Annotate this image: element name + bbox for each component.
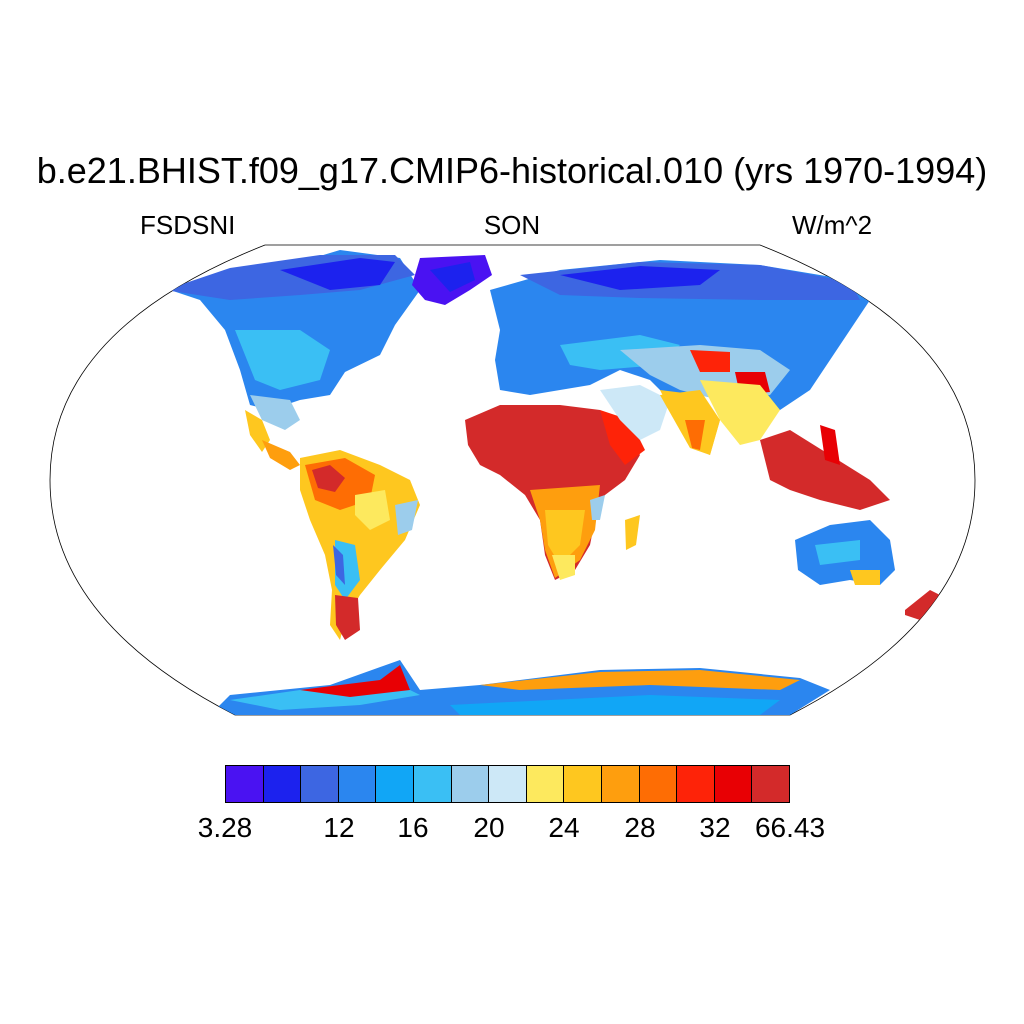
colorbar-swatch: [338, 766, 377, 802]
maritime-continent: [760, 425, 890, 510]
colorbar: [225, 765, 790, 803]
colorbar-labels: 3.28 12 16 20 24 28 32 66.43: [0, 812, 1024, 852]
colorbar-label: 3.28: [197, 812, 253, 843]
colorbar-swatch: [564, 766, 602, 802]
greenland: [412, 255, 492, 305]
colorbar-swatch: [601, 766, 640, 802]
units-label: W/m^2: [792, 210, 873, 240]
colorbar-label: 32: [699, 812, 731, 843]
colorbar-swatch: [413, 766, 452, 802]
season-label: SON: [483, 210, 541, 240]
south-asia: [600, 385, 720, 455]
colorbar-swatch: [263, 766, 302, 802]
new-zealand: [905, 590, 940, 620]
colorbar-label: 24: [548, 812, 580, 843]
colorbar-swatch: [526, 766, 565, 802]
africa: [465, 405, 645, 580]
eurasia: [490, 260, 870, 455]
colorbar-swatch: [226, 766, 264, 802]
south-america: [300, 450, 420, 640]
colorbar-swatch: [714, 766, 753, 802]
colorbar-swatch: [301, 766, 339, 802]
variable-label: FSDSNI: [140, 210, 236, 240]
colorbar-label: 12: [323, 812, 355, 843]
colorbar-swatch: [752, 766, 789, 802]
colorbar-swatch: [677, 766, 715, 802]
colorbar-swatch: [639, 766, 678, 802]
colorbar-swatch: [376, 766, 414, 802]
plot-title: b.e21.BHIST.f09_g17.CMIP6-historical.010…: [36, 150, 988, 191]
colorbar-label: 16: [397, 812, 429, 843]
colorbar-label: 20: [473, 812, 505, 843]
colorbar-label: 28: [624, 812, 656, 843]
colorbar-swatch: [451, 766, 490, 802]
colorbar-label: 66.43: [754, 812, 826, 843]
antarctica: [210, 660, 830, 715]
colorbar-swatch: [489, 766, 527, 802]
north-america: [165, 250, 420, 470]
australia: [795, 520, 895, 585]
